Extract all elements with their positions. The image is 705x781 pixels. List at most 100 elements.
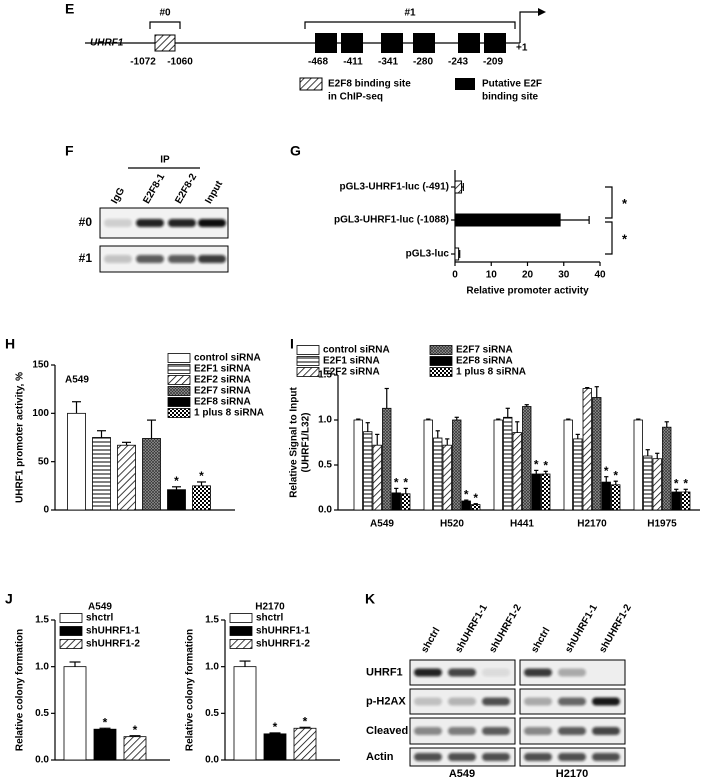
bar — [117, 444, 136, 511]
chart-title: A549 — [65, 375, 89, 386]
panel-letter: K — [365, 591, 375, 607]
band — [524, 727, 552, 735]
bar — [93, 728, 117, 761]
group-label: H2170 — [556, 768, 588, 780]
panel-letter: F — [65, 143, 74, 159]
x-tick-label: 0 — [452, 270, 458, 281]
legend-label: shUHRF1-1 — [86, 626, 140, 637]
sig-star: * — [674, 476, 679, 490]
legend-swatch — [59, 626, 83, 636]
e2f-site — [413, 33, 435, 53]
sig-star: * — [473, 491, 478, 505]
group-label: A549 — [449, 768, 475, 780]
y-tick-label: 0.0 — [35, 755, 49, 766]
bar — [123, 736, 147, 761]
e2f-site — [341, 33, 363, 53]
lane-label: shUHRF1-1 — [563, 602, 600, 655]
y-tick-label: 0.5 — [318, 460, 332, 471]
bar — [541, 473, 551, 511]
legend-swatch — [299, 77, 323, 91]
sig-star: * — [394, 476, 399, 490]
row-label: Actin — [366, 751, 394, 763]
legend-swatch — [429, 367, 453, 377]
bar — [601, 481, 611, 511]
legend-swatch — [167, 386, 191, 396]
e2f-site — [458, 33, 480, 53]
x-tick-label: H520 — [440, 519, 464, 530]
legend-label: E2F1 siRNA — [323, 356, 380, 367]
bar — [67, 412, 86, 511]
bar — [142, 438, 161, 511]
sig-star: * — [403, 476, 408, 490]
legend-label: shUHRF1-1 — [256, 626, 310, 637]
arrow-head — [538, 8, 546, 16]
band — [482, 668, 510, 677]
y-tick-label: 0.0 — [318, 505, 332, 516]
band — [524, 668, 552, 677]
panel-letter: G — [290, 143, 301, 159]
band — [104, 255, 132, 263]
bar — [263, 733, 287, 761]
bar — [662, 426, 672, 511]
band — [136, 255, 164, 263]
sig-star: * — [103, 715, 108, 729]
band — [414, 697, 442, 706]
band — [448, 697, 476, 706]
sig-star: * — [622, 231, 628, 246]
bar — [372, 444, 382, 511]
y-tick-label: 0.0 — [205, 755, 219, 766]
y-tick-label: 0.5 — [205, 708, 219, 719]
band — [558, 727, 586, 735]
band — [558, 753, 586, 761]
band — [448, 668, 476, 677]
gene-name: UHRF1 — [90, 38, 124, 49]
bar — [293, 727, 317, 761]
x-axis-label: Relative promoter activity — [466, 286, 589, 297]
lane-label: Input — [203, 179, 225, 206]
legend-label: E2F7 siRNA — [194, 386, 251, 397]
ip-label: IP — [160, 155, 170, 166]
position: -468 — [308, 57, 328, 68]
region-label: #1 — [404, 8, 416, 19]
category-label: pGL3-UHRF1-luc (-1088) — [334, 215, 449, 226]
bar — [454, 180, 463, 194]
bar — [512, 432, 522, 511]
band — [482, 697, 510, 706]
sig-star: * — [199, 469, 204, 483]
bar — [452, 419, 462, 511]
legend-label: E2F8 siRNA — [456, 356, 513, 367]
legend-text: in ChIP-seq — [328, 92, 383, 103]
legend-label: E2F8 siRNA — [194, 397, 251, 408]
lane-label: shUHRF1-2 — [597, 602, 634, 655]
bar — [503, 416, 513, 511]
legend-swatch — [59, 639, 83, 649]
legend-swatch — [296, 356, 320, 366]
tss-arrow — [519, 11, 540, 43]
legend-label: shctrl — [86, 613, 113, 624]
sig-star: * — [174, 474, 179, 488]
legend-label: shctrl — [256, 613, 283, 624]
legend-swatch — [229, 613, 253, 623]
lane-label: E2F8-1 — [141, 172, 167, 206]
bracket — [304, 21, 516, 29]
x-tick-label: 40 — [594, 270, 606, 281]
x-tick-label: 10 — [486, 270, 498, 281]
sig-star: * — [303, 715, 308, 729]
position: -411 — [343, 57, 363, 68]
legend-label: control siRNA — [194, 353, 261, 364]
sig-star: * — [604, 464, 609, 478]
y-axis-label: Relative colony formation — [15, 629, 26, 751]
bar — [611, 484, 621, 511]
y-axis-label: Relative Signal to Input — [289, 387, 300, 498]
bar — [63, 666, 87, 761]
band — [592, 727, 620, 735]
sig-star: * — [622, 196, 628, 211]
legend-label: E2F2 siRNA — [194, 375, 251, 386]
band — [558, 668, 586, 677]
legend-swatch — [229, 639, 253, 649]
y-tick-label: 150 — [32, 360, 49, 371]
x-tick-label: H2170 — [577, 519, 607, 530]
band — [482, 727, 510, 735]
sig-star: * — [464, 487, 469, 501]
